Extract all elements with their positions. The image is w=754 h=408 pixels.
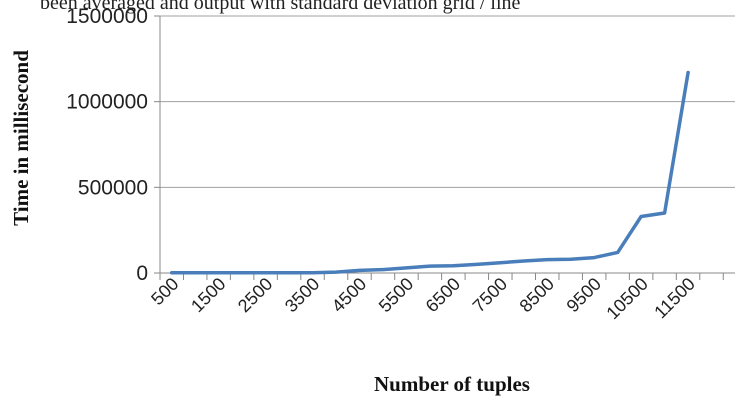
data-point [170, 271, 174, 275]
x-tick-label: 10500 [602, 274, 652, 324]
data-point [592, 256, 596, 260]
x-tick-label: 3500 [281, 274, 323, 316]
data-point [498, 261, 502, 265]
data-point [217, 271, 221, 275]
axes [154, 15, 735, 280]
series-line [169, 70, 690, 275]
data-point [475, 262, 479, 266]
x-tick-label: 2500 [234, 274, 276, 316]
y-tick-label: 500000 [78, 176, 148, 199]
gridlines [160, 15, 735, 188]
x-tick-label: 9500 [563, 274, 605, 316]
x-tick-label: 500 [147, 274, 182, 309]
x-tick-label: 11500 [650, 274, 699, 323]
data-point [287, 271, 291, 275]
data-point [357, 268, 361, 272]
data-point [569, 257, 573, 261]
data-point [240, 271, 244, 275]
data-point [264, 271, 268, 275]
data-point [404, 266, 408, 270]
data-point [451, 264, 455, 268]
x-tick-label: 8500 [516, 274, 558, 316]
data-point [381, 268, 385, 272]
x-tick-label: 5500 [375, 274, 417, 316]
data-point [311, 271, 315, 275]
data-point [545, 258, 549, 262]
x-tick-label: 4500 [328, 274, 370, 316]
data-point [686, 71, 690, 75]
data-point [663, 211, 667, 215]
y-tick-label: 0 [136, 262, 148, 285]
x-tick-labels: 500 1500 2500 3500 4500 5500 6500 7500 8500 95001… [147, 274, 699, 324]
y-axis-label: Time in millisecond [9, 50, 33, 226]
data-point [334, 270, 338, 274]
x-tick-label: 6500 [422, 274, 464, 316]
y-tick-labels: 0 500000 1000000 1500000 [66, 5, 148, 285]
data-point [193, 271, 197, 275]
y-tick-label: 1000000 [66, 91, 148, 114]
y-tick-label: 1500000 [66, 5, 148, 28]
x-tick-label: 1500 [187, 274, 229, 316]
x-tick-label: 7500 [469, 274, 511, 316]
data-point [639, 214, 643, 218]
header-fragment-text: been averaged and output with standard d… [40, 0, 521, 14]
data-point [522, 259, 526, 263]
x-axis-label: Number of tuples [374, 372, 530, 396]
series-group [169, 70, 690, 275]
data-point [428, 264, 432, 268]
data-point [616, 250, 620, 254]
